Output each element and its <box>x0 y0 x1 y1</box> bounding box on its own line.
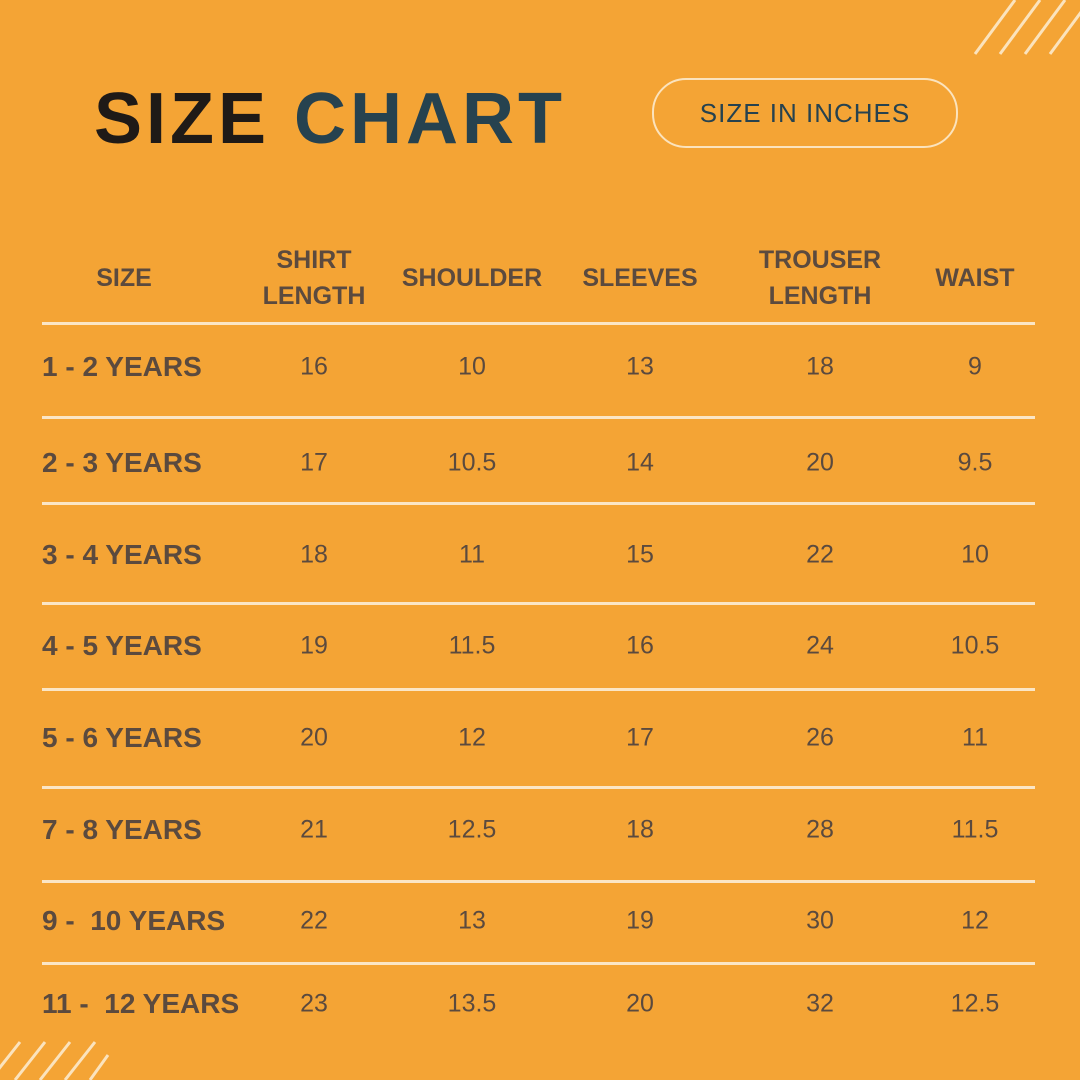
column-header: SHOULDER <box>401 264 543 292</box>
size-value: 9 <box>968 352 982 381</box>
size-value: 12.5 <box>950 989 1000 1018</box>
size-value: 10 <box>961 540 989 569</box>
row-divider <box>42 416 1035 419</box>
size-value: 18 <box>300 540 328 569</box>
size-label: 11 - 12 YEARS <box>42 988 240 1019</box>
size-value: 17 <box>626 723 654 752</box>
size-value: 13 <box>626 352 654 381</box>
size-value: 13 <box>458 906 486 935</box>
column-header: SLEEVES <box>582 264 698 292</box>
size-label: 7 - 8 YEARS <box>42 814 202 845</box>
row-divider <box>42 322 1035 325</box>
size-value: 11 <box>459 540 485 569</box>
size-value: 17 <box>300 448 328 477</box>
size-value: 19 <box>300 631 328 660</box>
size-value: 15 <box>626 540 654 569</box>
row-divider <box>42 962 1035 965</box>
row-divider <box>42 502 1035 505</box>
row-divider <box>42 602 1035 605</box>
size-value: 16 <box>626 631 654 660</box>
size-value: 28 <box>806 815 834 844</box>
size-value: 32 <box>806 989 834 1018</box>
size-value: 10 <box>458 352 486 381</box>
size-value: 20 <box>300 723 328 752</box>
column-header: SIZE <box>96 264 152 292</box>
size-value: 22 <box>300 906 328 935</box>
size-value: 23 <box>300 989 328 1018</box>
column-header: WAIST <box>935 264 1015 292</box>
title-first: SIZE <box>94 79 271 159</box>
size-value: 24 <box>806 631 834 660</box>
size-value: 13.5 <box>447 989 497 1018</box>
column-header: SHIRT LENGTH <box>262 246 366 310</box>
size-value: 10.5 <box>950 631 1000 660</box>
size-value: 20 <box>806 448 834 477</box>
size-value: 14 <box>626 448 654 477</box>
size-label: 5 - 6 YEARS <box>42 722 202 753</box>
size-value: 30 <box>806 906 834 935</box>
size-value: 10.5 <box>447 448 497 477</box>
row-divider <box>42 880 1035 883</box>
title: SIZE CHART <box>94 78 566 160</box>
size-value: 11 <box>962 723 988 752</box>
size-value: 22 <box>806 540 834 569</box>
size-label: 3 - 4 YEARS <box>42 539 202 570</box>
size-value: 18 <box>626 815 654 844</box>
title-second: CHART <box>294 79 567 159</box>
size-value: 21 <box>300 815 328 844</box>
row-divider <box>42 786 1035 789</box>
size-value: 16 <box>300 352 328 381</box>
size-label: 4 - 5 YEARS <box>42 630 202 661</box>
size-value: 18 <box>806 352 834 381</box>
size-value: 11.5 <box>448 631 496 660</box>
size-value: 26 <box>806 723 834 752</box>
row-divider <box>42 688 1035 691</box>
column-header: TROUSER LENGTH <box>758 246 882 310</box>
size-label: 2 - 3 YEARS <box>42 447 202 478</box>
size-value: 19 <box>626 906 654 935</box>
size-label: 1 - 2 YEARS <box>42 351 202 382</box>
size-value: 20 <box>626 989 654 1018</box>
size-value: 12 <box>458 723 486 752</box>
badge: SIZE IN INCHES <box>652 78 958 148</box>
size-value: 12.5 <box>447 815 497 844</box>
size-value: 9.5 <box>957 448 993 477</box>
size-value: 12 <box>961 906 989 935</box>
size-label: 9 - 10 YEARS <box>42 905 226 936</box>
size-value: 11.5 <box>951 815 999 844</box>
